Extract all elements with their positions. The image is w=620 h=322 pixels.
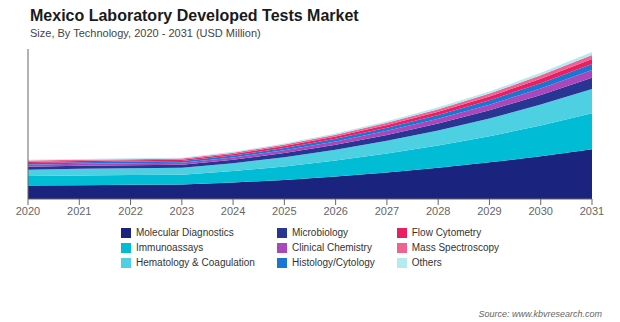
html-text:Hematology & Coagulation: Hematology & Coagulation xyxy=(136,257,255,268)
html-text:Histology/Cytology: Histology/Cytology xyxy=(291,257,375,268)
html-text:Molecular Diagnostics: Molecular Diagnostics xyxy=(136,227,234,238)
svg-text:2022: 2022 xyxy=(118,205,142,217)
html-text:Microbiology: Microbiology xyxy=(291,227,349,238)
svg-text:2025: 2025 xyxy=(272,205,296,217)
svg-text:2030: 2030 xyxy=(528,205,552,217)
html-text:Mexico Laboratory Developed Te: Mexico Laboratory Developed Tests Market xyxy=(30,7,359,24)
html-text:Mass Spectroscopy: Mass Spectroscopy xyxy=(411,242,499,253)
svg-text:2024: 2024 xyxy=(221,205,245,217)
html-text:Flow Cytometry: Flow Cytometry xyxy=(411,227,482,238)
svg-text:2028: 2028 xyxy=(426,205,450,217)
html-text:Immunoassays: Immunoassays xyxy=(136,242,204,253)
html-text:Others: Others xyxy=(411,257,442,268)
svg-text:2023: 2023 xyxy=(170,205,194,217)
svg-text:2026: 2026 xyxy=(323,205,347,217)
html-text:Clinical Chemistry: Clinical Chemistry xyxy=(291,242,372,253)
svg-text:2027: 2027 xyxy=(375,205,399,217)
svg-text:2031: 2031 xyxy=(580,205,604,217)
svg-text:2020: 2020 xyxy=(16,205,40,217)
html-text:Source: www.kbvresearch.com: Source: www.kbvresearch.com xyxy=(478,309,602,319)
svg-text:2021: 2021 xyxy=(67,205,91,217)
svg-text:2029: 2029 xyxy=(477,205,501,217)
html-text:Size, By Technology, 2020 - 20: Size, By Technology, 2020 - 2031 (USD Mi… xyxy=(30,27,261,39)
